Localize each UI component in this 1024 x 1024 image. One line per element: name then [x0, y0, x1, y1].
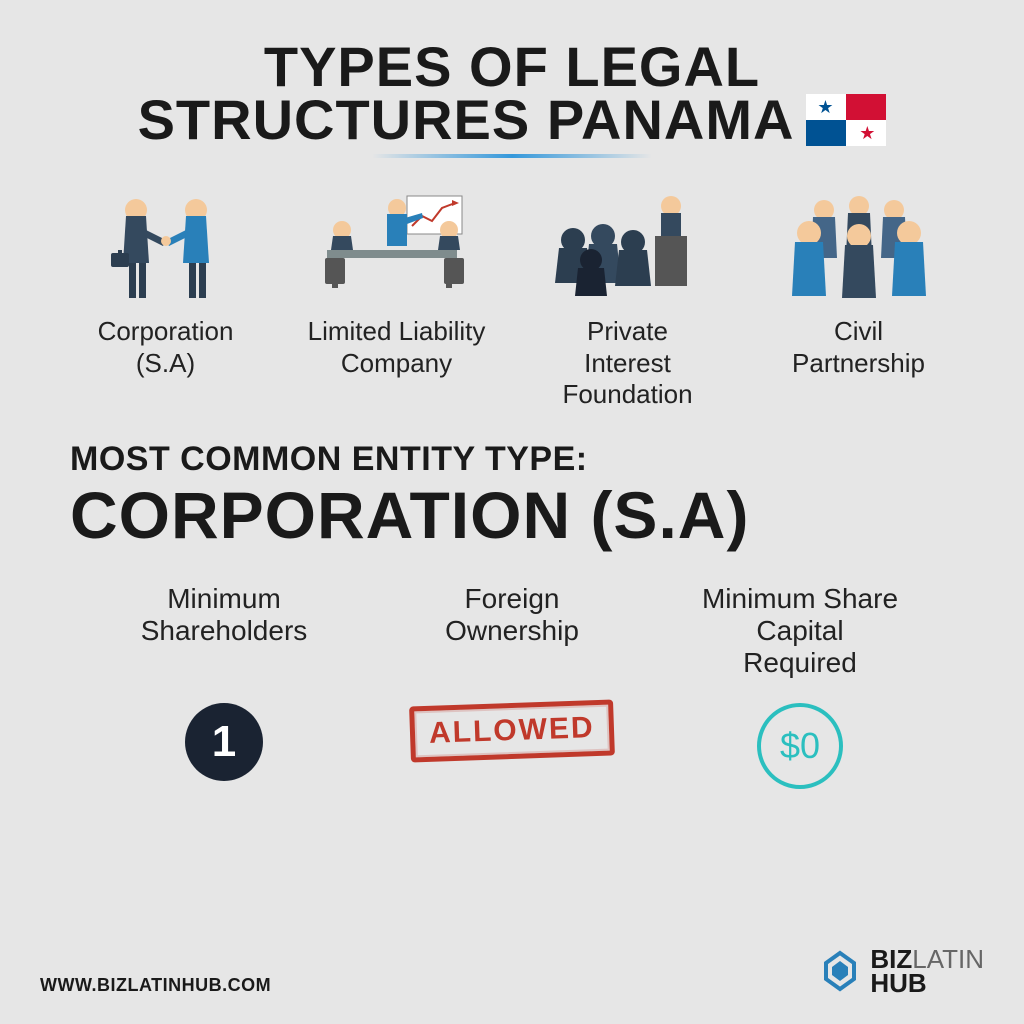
type-partnership: Civil Partnership [753, 188, 964, 410]
logo-text: BIZLATIN HUB [870, 947, 984, 996]
type-label: Civil Partnership [792, 316, 925, 378]
audience-icon [543, 188, 713, 308]
title-underline [372, 154, 652, 158]
fact-label: Minimum Share Capital Required [702, 583, 898, 683]
fact-min-capital: Minimum Share Capital Required $0 [656, 583, 944, 789]
fact-min-shareholders: Minimum Shareholders 1 [80, 583, 368, 789]
brand-hub: HUB [870, 968, 926, 998]
most-common-section: MOST COMMON ENTITY TYPE: CORPORATION (S.… [70, 440, 974, 553]
footer: WWW.BIZLATINHUB.COM BIZLATIN HUB [40, 947, 984, 996]
type-corporation: Corporation (S.A) [60, 188, 271, 410]
panama-flag-icon: ★ ★ [806, 94, 886, 146]
group-icon [769, 188, 949, 308]
infographic-container: TYPES OF LEGAL STRUCTURES PANAMA ★ ★ [0, 0, 1024, 1024]
most-common-label: MOST COMMON ENTITY TYPE: [70, 440, 974, 479]
meeting-icon [307, 188, 487, 308]
title-block: TYPES OF LEGAL STRUCTURES PANAMA ★ ★ [50, 40, 974, 158]
fact-label: Foreign Ownership [445, 583, 579, 683]
type-foundation: Private Interest Foundation [522, 188, 733, 410]
type-llc: Limited Liability Company [291, 188, 502, 410]
type-label: Limited Liability Company [308, 316, 486, 378]
number-badge: 1 [185, 703, 263, 781]
fact-label: Minimum Shareholders [141, 583, 308, 683]
type-label: Private Interest Foundation [562, 316, 692, 410]
most-common-value: CORPORATION (S.A) [70, 477, 974, 553]
title-line2: STRUCTURES PANAMA [138, 93, 795, 146]
allowed-stamp: ALLOWED [409, 699, 614, 762]
brand-logo: BIZLATIN HUB [818, 947, 984, 996]
fact-foreign-ownership: Foreign Ownership ALLOWED [368, 583, 656, 789]
facts-row: Minimum Shareholders 1 Foreign Ownership… [50, 583, 974, 789]
handshake-icon [91, 188, 241, 308]
footer-url: WWW.BIZLATINHUB.COM [40, 975, 271, 996]
title-line1: TYPES OF LEGAL [50, 40, 974, 93]
dollar-zero-icon: $0 [757, 703, 843, 789]
type-label: Corporation (S.A) [98, 316, 234, 378]
logo-mark-icon [818, 949, 862, 993]
types-row: Corporation (S.A) [60, 188, 964, 410]
